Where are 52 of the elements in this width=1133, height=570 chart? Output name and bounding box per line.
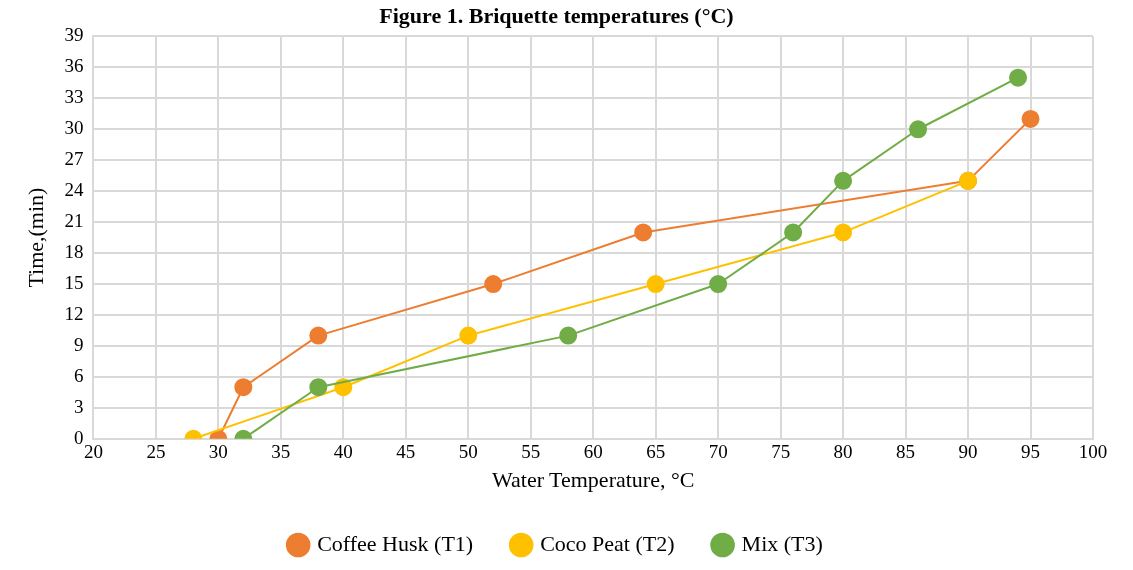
x-tick-label: 75 — [771, 441, 791, 463]
y-tick-label: 36 — [64, 55, 84, 77]
point — [709, 275, 728, 294]
x-tick-label: 90 — [958, 441, 978, 463]
x-tick-label: 65 — [646, 441, 666, 463]
y-tick-label: 39 — [64, 24, 84, 46]
y-tick-label: 21 — [64, 210, 84, 232]
point — [234, 378, 253, 397]
x-tick-label: 40 — [333, 441, 353, 463]
point — [1009, 68, 1028, 87]
point — [459, 326, 478, 345]
point — [309, 378, 328, 397]
x-tick-label: 100 — [1078, 441, 1108, 463]
y-tick-label: 33 — [64, 86, 84, 108]
point — [559, 326, 578, 345]
y-tick-label: 30 — [64, 117, 84, 139]
y-tick-label: 18 — [64, 241, 84, 263]
legend-label: Coco Peat (T2) — [540, 530, 675, 556]
legend-label: Coffee Husk (T1) — [317, 530, 474, 556]
x-tick-label: 60 — [583, 441, 603, 463]
y-tick-label: 0 — [73, 426, 84, 448]
x-tick-label: 30 — [208, 441, 228, 463]
point — [834, 223, 853, 242]
x-tick-label: 35 — [271, 441, 291, 463]
point — [784, 223, 803, 242]
x-tick-label: 70 — [708, 441, 728, 463]
y-tick-label: 9 — [73, 333, 84, 355]
y-axis-title: Time,(min) — [22, 187, 48, 288]
chart-title: Figure 1. Briquette temperatures (°C) — [379, 2, 734, 28]
y-tick-label: 12 — [64, 302, 84, 324]
x-axis-title: Water Temperature, °C — [492, 466, 695, 492]
point — [834, 171, 853, 190]
y-tick-label: 24 — [64, 179, 84, 201]
point — [646, 275, 665, 294]
x-tick-label: 80 — [833, 441, 853, 463]
x-tick-label: 85 — [896, 441, 916, 463]
legend-label: Mix (T3) — [741, 530, 823, 556]
x-tick-label: 25 — [146, 441, 166, 463]
y-tick-label: 3 — [73, 395, 84, 417]
x-tick-label: 20 — [83, 441, 103, 463]
point — [1021, 109, 1040, 128]
x-tick-label: 45 — [396, 441, 416, 463]
point — [484, 275, 503, 294]
point — [309, 326, 328, 345]
x-tick-label: 95 — [1021, 441, 1041, 463]
point — [634, 223, 653, 242]
y-tick-label: 15 — [64, 272, 84, 294]
point — [909, 120, 928, 139]
y-tick-label: 6 — [73, 364, 84, 386]
y-tick-label: 27 — [64, 148, 84, 170]
x-tick-label: 55 — [521, 441, 541, 463]
x-tick-label: 50 — [458, 441, 478, 463]
